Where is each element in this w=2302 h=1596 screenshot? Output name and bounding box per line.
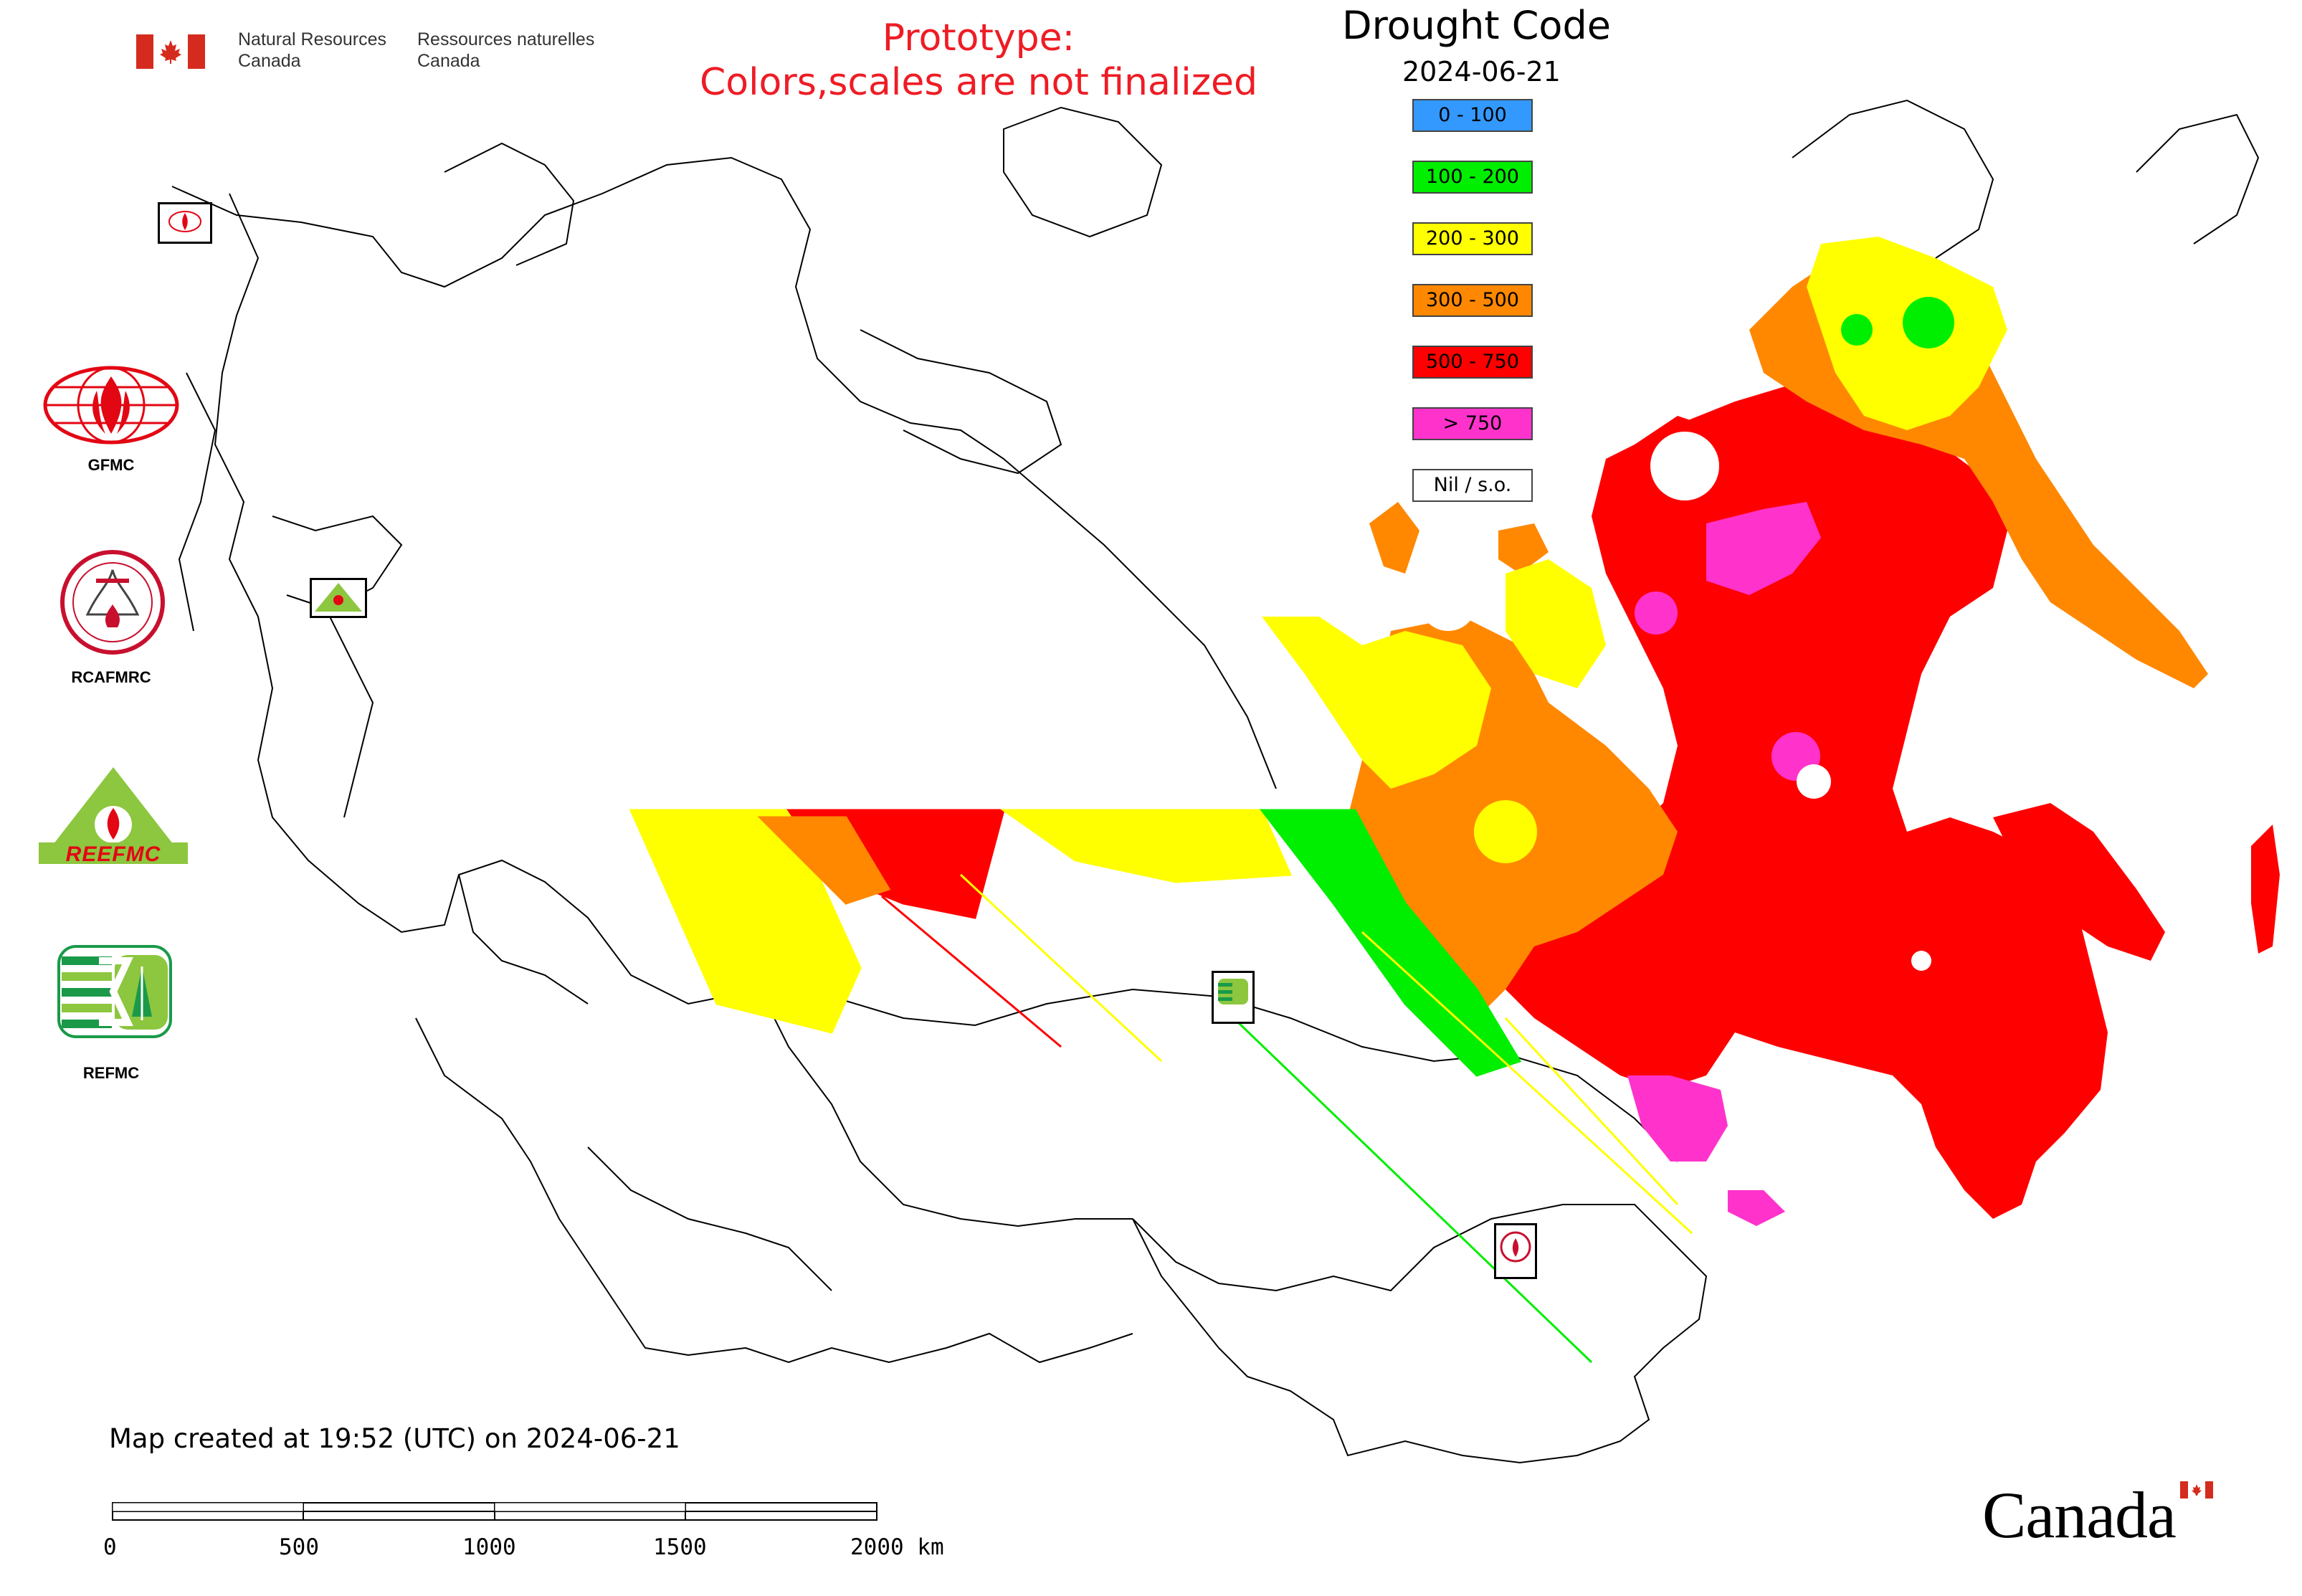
streak-yellow xyxy=(629,809,862,1034)
gc-signature: Natural Resources Canada Ressources natu… xyxy=(136,29,624,79)
region-nil xyxy=(1419,574,1477,631)
legend-item: 0 - 100 xyxy=(1412,99,1533,132)
region-green xyxy=(1903,297,1954,348)
legend-item: 300 - 500 xyxy=(1412,284,1533,317)
legend-item: > 750 xyxy=(1412,407,1533,440)
legend-item: 100 - 200 xyxy=(1412,161,1533,194)
legend-item: Nil / s.o. xyxy=(1412,469,1533,502)
boundary-outline xyxy=(2136,113,2260,244)
region-yellow xyxy=(1474,800,1537,863)
refmc-label: REFMC xyxy=(82,1064,140,1082)
streak-yellow-2 xyxy=(1000,809,1293,883)
org-name-en-line2: Canada xyxy=(238,51,301,71)
region-orange xyxy=(1369,502,1419,574)
region-magenta xyxy=(1706,502,1821,595)
region-yellow xyxy=(1262,617,1491,789)
region-red xyxy=(2251,825,2280,954)
scale-bar xyxy=(112,1502,879,1522)
streak-line xyxy=(1504,1017,1679,1206)
country-boundaries xyxy=(171,99,2260,1464)
scale-tick-label: 500 xyxy=(279,1534,319,1560)
org-name-en-line1: Natural Resources xyxy=(238,29,387,49)
region-magenta xyxy=(1627,1075,1728,1162)
scale-tick-label: 0 xyxy=(103,1534,117,1560)
gfmc-logo xyxy=(39,362,183,448)
region-nil xyxy=(1797,764,1831,799)
org-name-fr-line1: Ressources naturelles xyxy=(417,29,595,49)
boundary-outline xyxy=(444,142,575,266)
rcafmrc-label: RCAFMRC xyxy=(71,668,151,686)
prototype-notice: Prototype: Colors,scales are not finaliz… xyxy=(674,16,1283,105)
canada-wordmark-text: Canada xyxy=(1982,1478,2177,1552)
streak-orange xyxy=(757,816,891,905)
refmc-logo xyxy=(57,945,172,1038)
boundary-outline xyxy=(759,989,1133,1227)
gfmc-label: GFMC xyxy=(87,456,135,474)
boundary-outline xyxy=(860,329,1062,475)
streak-green xyxy=(1259,809,1522,1077)
prototype-line2: Colors,scales are not finalized xyxy=(699,61,1258,104)
region-magenta xyxy=(1728,1190,1785,1226)
streak-line xyxy=(881,895,1062,1048)
boundary-outline xyxy=(1132,1204,1708,1464)
prototype-line1: Prototype: xyxy=(882,16,1075,60)
legend-item: 500 - 750 xyxy=(1412,346,1533,379)
streak-line xyxy=(959,873,1163,1063)
reefmc-map-marker xyxy=(310,578,367,618)
reefmc-wordmark: REEFMC xyxy=(65,842,161,866)
org-name-fr-line2: Canada xyxy=(417,51,480,71)
drought-fill-layer xyxy=(1262,237,2280,1226)
canada-flag-icon xyxy=(136,34,205,69)
legend-item: 200 - 300 xyxy=(1412,222,1533,255)
legend-title: Drought Code xyxy=(1342,3,1611,48)
region-yellow xyxy=(1506,559,1606,688)
region-red xyxy=(1993,803,2165,961)
boundary-outline xyxy=(178,372,217,632)
streak-line xyxy=(1361,931,1693,1235)
region-nil xyxy=(1911,951,1931,971)
boundary-outline xyxy=(315,587,374,818)
streak-artifacts xyxy=(629,809,1693,1364)
region-orange xyxy=(1498,523,1549,574)
map-created-timestamp: Map created at 19:52 (UTC) on 2024-06-21 xyxy=(109,1423,680,1454)
legend-date: 2024-06-21 xyxy=(1402,56,1561,87)
scale-tick-label: 2000 km xyxy=(850,1534,944,1560)
boundary-outline xyxy=(415,1017,1133,1364)
scale-tick-label: 1500 xyxy=(653,1534,707,1560)
boundary-outline xyxy=(587,1146,832,1291)
region-magenta xyxy=(1635,592,1678,635)
reefmc-logo: REEFMC xyxy=(34,764,192,871)
streak-line xyxy=(1217,1002,1593,1364)
boundary-outline xyxy=(1792,99,1994,259)
boundary-outline xyxy=(171,156,1277,789)
rcafmrc-map-marker xyxy=(1494,1223,1537,1279)
boundary-outline xyxy=(214,193,1678,1162)
gfmc-map-marker xyxy=(158,202,212,244)
boundary-outline xyxy=(458,874,589,1004)
region-nil xyxy=(1650,432,1719,500)
scale-tick-label: 1000 xyxy=(462,1534,516,1560)
canada-wordmark: Canada xyxy=(1982,1477,2219,1563)
wordmark-flag-icon xyxy=(2180,1481,2213,1498)
refmc-map-marker xyxy=(1212,971,1255,1024)
rcafmrc-logo xyxy=(59,548,166,656)
boundary-outline xyxy=(1003,106,1163,238)
region-green xyxy=(1841,314,1873,346)
